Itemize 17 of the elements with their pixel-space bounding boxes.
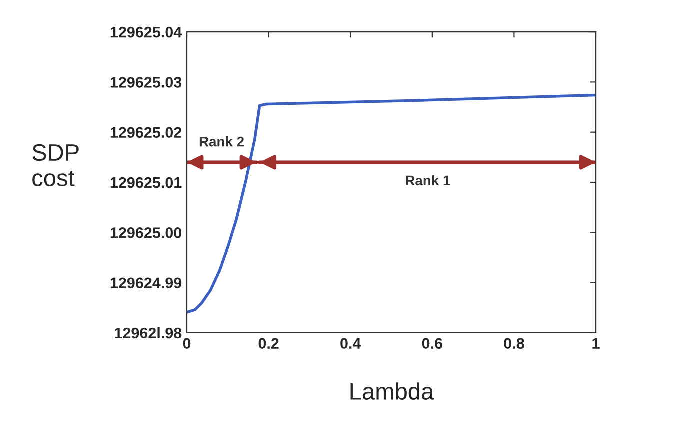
y-tick-label: 12962l.98 [115, 327, 182, 339]
y-tick-label: 129624.99 [110, 278, 182, 289]
annotation: Rank 2 [200, 136, 244, 147]
x-tick-label: 0 [183, 338, 191, 350]
x-tick-label: 1 [592, 338, 600, 349]
x-tick-label: 0.4 [340, 338, 362, 350]
y-tick-label: 129625.01 [110, 177, 182, 188]
annotation: Rank 1 [406, 175, 450, 186]
y-axis-title: SDP cost [32, 144, 79, 187]
y-tick-label: 129625.04 [110, 26, 182, 38]
y-tick-label: 129625.03 [110, 77, 182, 88]
y-tick-label: 129625.02 [110, 127, 182, 138]
x-tick-label: 0.2 [258, 338, 279, 350]
y-tick-label: 129625.00 [110, 228, 182, 238]
x-tick-label: 0.6 [422, 338, 442, 350]
x-axis-title: Lambda [350, 382, 434, 400]
x-tick-label: 0.8 [504, 338, 524, 350]
